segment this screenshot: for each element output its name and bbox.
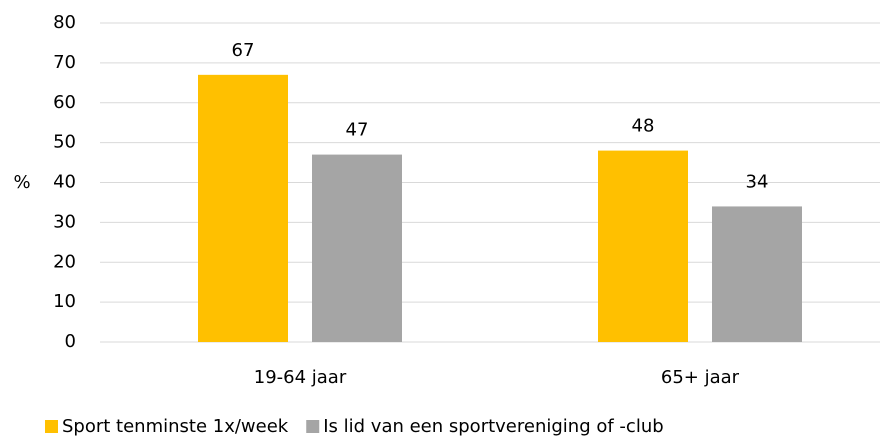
y-tick-label: 60 [53, 92, 76, 113]
bar [712, 206, 802, 342]
bar [598, 150, 688, 342]
y-tick-label: 70 [53, 52, 76, 73]
y-tick-label: 20 [53, 251, 76, 272]
data-label: 47 [346, 120, 369, 141]
x-tick-label: 19-64 jaar [254, 367, 347, 388]
legend-label: Sport tenminste 1x/week [62, 416, 289, 437]
legend-label: Is lid van een sportvereniging of -club [323, 416, 663, 437]
y-tick-label: 30 [53, 211, 76, 232]
y-tick-label: 80 [53, 12, 76, 33]
x-tick-label: 65+ jaar [661, 367, 740, 388]
data-label: 48 [632, 116, 655, 137]
data-label: 67 [232, 40, 255, 61]
y-axis-label: % [13, 172, 30, 193]
y-tick-label: 0 [65, 331, 76, 352]
y-tick-label: 50 [53, 132, 76, 153]
y-tick-label: 10 [53, 291, 76, 312]
data-label: 34 [746, 171, 769, 192]
bar [312, 154, 402, 342]
y-tick-label: 40 [53, 172, 76, 193]
legend-swatch [306, 420, 320, 433]
legend-swatch [45, 420, 58, 433]
bar [198, 74, 288, 343]
